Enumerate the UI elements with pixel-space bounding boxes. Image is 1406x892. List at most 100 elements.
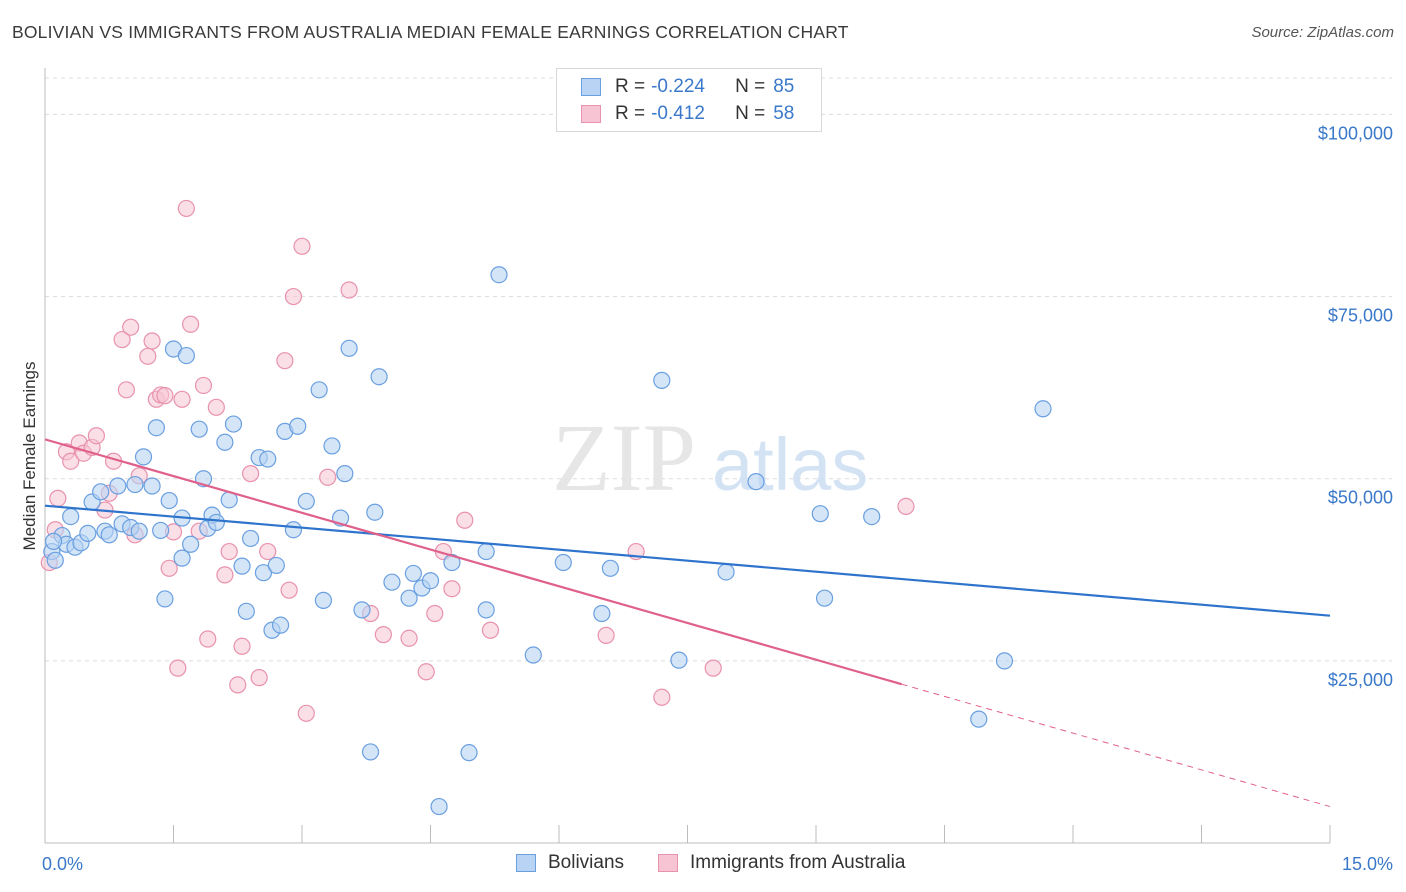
australia-point bbox=[139, 347, 157, 365]
australia-point bbox=[293, 237, 311, 255]
legend-n-value: 85 bbox=[773, 76, 795, 97]
bolivians-point bbox=[310, 381, 328, 399]
legend-swatch-pink bbox=[658, 854, 678, 872]
bolivians-point bbox=[653, 371, 671, 389]
bolivians-point bbox=[134, 448, 153, 466]
australia-point bbox=[340, 281, 358, 299]
australia-point bbox=[374, 626, 392, 644]
y-tick-label: $50,000 bbox=[1328, 488, 1393, 508]
legend-n-label: N = bbox=[735, 76, 766, 97]
bolivians-point bbox=[216, 433, 234, 451]
bolivians-point bbox=[46, 551, 64, 569]
bolivians-point bbox=[400, 589, 418, 607]
bolivians-point bbox=[811, 505, 829, 523]
bolivians-point bbox=[477, 542, 495, 561]
bolivians-point bbox=[152, 521, 170, 540]
australia-point bbox=[250, 669, 268, 687]
bolivians-point bbox=[271, 616, 290, 634]
x-tick-max: 15.0% bbox=[1342, 854, 1393, 874]
australia-point bbox=[216, 566, 234, 584]
bolivians-point bbox=[314, 591, 333, 609]
bolivians-point bbox=[460, 744, 478, 762]
bolivians-point bbox=[477, 601, 495, 619]
watermark-atlas: atlas bbox=[712, 423, 868, 506]
bolivians-point bbox=[601, 559, 620, 577]
bolivians-point bbox=[284, 521, 303, 539]
chart-title: BOLIVIAN VS IMMIGRANTS FROM AUSTRALIA ME… bbox=[12, 22, 849, 42]
bolivians-point bbox=[863, 507, 881, 526]
bolivians-point bbox=[524, 646, 542, 664]
australia-point bbox=[160, 559, 178, 577]
bolivians-point bbox=[182, 535, 200, 553]
bolivians-point bbox=[383, 573, 401, 591]
legend-r-value: -0.224 bbox=[651, 76, 705, 97]
bolivians-point bbox=[421, 572, 440, 590]
bolivians-point bbox=[370, 368, 388, 386]
bolivians-point bbox=[177, 346, 195, 365]
australia-point bbox=[182, 315, 200, 333]
bolivians-point bbox=[297, 492, 315, 510]
bolivians-point bbox=[554, 553, 572, 572]
bolivians-point bbox=[995, 652, 1014, 670]
australia-point bbox=[143, 332, 161, 350]
bolivians-point bbox=[254, 564, 273, 582]
legend-row-australia: R = -0.412 N = 58 bbox=[581, 101, 794, 127]
bolivians-point bbox=[44, 532, 63, 550]
bolivians-point bbox=[361, 743, 380, 761]
australia-point bbox=[177, 199, 195, 218]
bolivians-point bbox=[62, 507, 80, 526]
australia-point bbox=[199, 630, 217, 648]
bolivians-point bbox=[130, 522, 148, 540]
bolivians-point bbox=[100, 526, 118, 544]
australia-point bbox=[400, 629, 418, 647]
australia-point bbox=[173, 390, 191, 408]
australia-point bbox=[156, 387, 174, 405]
bolivians-point bbox=[160, 491, 178, 510]
australia-point bbox=[242, 465, 260, 483]
australia-point bbox=[443, 580, 461, 598]
y-tick-label: $25,000 bbox=[1328, 670, 1393, 690]
legend-r-label: R = bbox=[615, 103, 646, 124]
legend-swatch-blue bbox=[581, 78, 601, 96]
bolivians-point bbox=[717, 563, 735, 581]
bolivians-trend-line bbox=[44, 504, 1331, 617]
legend-n-label: N = bbox=[735, 103, 766, 124]
australia-point bbox=[117, 381, 135, 399]
australia-point bbox=[194, 376, 213, 395]
australia-point bbox=[276, 352, 294, 370]
y-tick-label: $100,000 bbox=[1318, 123, 1393, 143]
bolivians-point bbox=[233, 557, 251, 575]
legend-label-australia: Immigrants from Australia bbox=[690, 852, 906, 873]
bolivians-point bbox=[323, 437, 341, 455]
australia-point bbox=[280, 581, 298, 599]
australia-point bbox=[426, 604, 444, 623]
y-tick-label: $75,000 bbox=[1328, 306, 1393, 326]
legend-item-australia[interactable]: Immigrants from Australia bbox=[658, 852, 905, 874]
bolivians-point bbox=[430, 797, 448, 816]
trend-lines bbox=[44, 438, 1331, 808]
australia-point bbox=[259, 542, 277, 561]
watermark-zip: ZIP bbox=[552, 404, 696, 511]
bolivians-point bbox=[92, 483, 110, 501]
australia-point bbox=[284, 287, 303, 306]
bolivians-point bbox=[353, 601, 371, 619]
bolivians-point bbox=[126, 475, 144, 494]
bolivians-point bbox=[670, 651, 688, 669]
australia-point bbox=[49, 489, 67, 507]
legend-label-bolivians: Bolivians bbox=[548, 852, 625, 873]
australia-point bbox=[456, 511, 474, 529]
legend-n-value: 58 bbox=[773, 103, 795, 124]
australia-trend-line bbox=[44, 438, 902, 686]
australia-point bbox=[229, 676, 247, 694]
y-axis-label: Median Female Earnings bbox=[20, 362, 39, 551]
bolivians-point bbox=[267, 556, 285, 575]
legend-item-bolivians[interactable]: Bolivians bbox=[516, 852, 624, 874]
bolivians-point bbox=[366, 503, 384, 521]
australia-point bbox=[297, 704, 315, 722]
bolivians-point bbox=[79, 524, 97, 542]
series-bolivians-points bbox=[43, 266, 1052, 816]
bolivians-point bbox=[747, 473, 765, 491]
bolivians-point bbox=[143, 477, 161, 495]
australia-point bbox=[220, 542, 238, 561]
